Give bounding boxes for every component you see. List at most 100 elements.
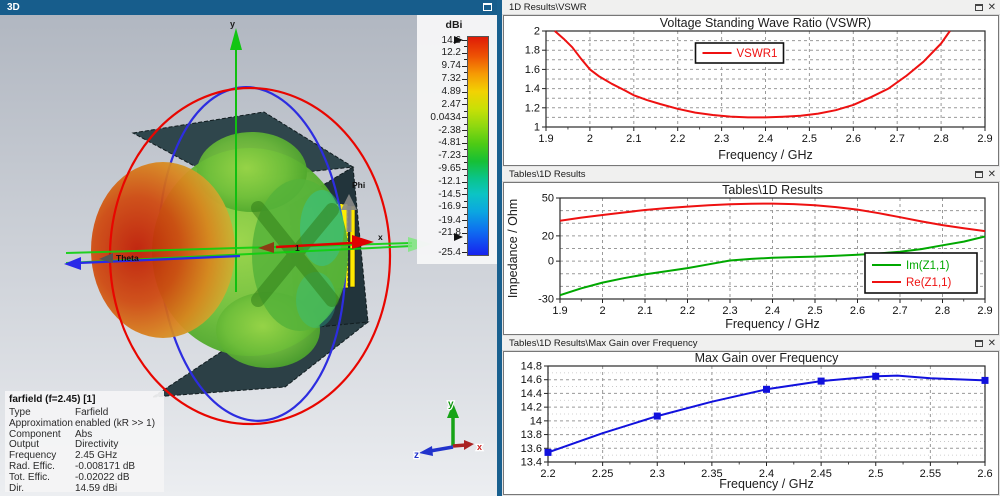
y-tick-label: 14.8 [521,361,542,373]
farfield-info-row: Rad. Effic. -0.008171 dB [9,460,136,472]
widget-x-arrow-icon [464,440,474,450]
plot-frame [559,197,986,300]
maximize-icon[interactable] [974,4,983,11]
colorbar-tick [462,168,467,170]
panel-impedance: Tables\1D Results ✕ 1.9 2 2.1 2.2 2.3 2.4 2.5 2… [502,167,1000,336]
farfield-info-row: Frequency 2.45 GHz [9,450,118,462]
y-tick-label: 13.8 [521,429,542,441]
maximize-icon[interactable] [483,3,492,11]
colorbar-minor-tick [464,85,467,86]
x-tick-label: 2.1 [637,305,652,317]
maxgain-chart[interactable]: 2.2 2.25 2.3 2.35 2.4 2.45 2.5 2.55 2.6 13.4 13.6 1… [503,351,999,495]
colorbar-range-marker-icon[interactable] [454,36,463,44]
panel-vswr-tab[interactable]: 1D Results\VSWR ✕ [502,0,1000,15]
data-point-marker [763,385,770,393]
x-tick-label: 2.6 [977,468,992,480]
widget-y-arrow-icon [447,403,459,418]
colorbar-minor-tick [464,46,467,48]
colorbar-minor-tick [464,175,467,176]
colorbar-minor-tick [464,97,467,99]
widget-x-axis [452,443,467,448]
x-tick-label: 2.6 [850,305,865,317]
x-axis-line [275,241,353,249]
panel-maxgain-tab[interactable]: Tables\1D Results\Max Gain over Frequenc… [502,336,1000,351]
x-tick-label: 2.8 [933,133,948,145]
plot-frame [545,30,986,128]
chart-title: Tables\1D Results [722,183,823,197]
legend-box [694,42,785,64]
maximize-icon[interactable] [974,340,983,347]
y-tick-label: 13.6 [521,443,542,455]
colorbar-tick [462,65,467,67]
maximize-icon[interactable] [974,171,983,178]
y-tick-label: 50 [542,193,554,205]
widget-z-arrow-icon [419,446,433,456]
colorbar-range-marker-icon[interactable] [454,233,463,242]
port-label: 1 [295,243,300,253]
widget-z-axis [429,445,454,453]
impedance-chart-svg[interactable]: 1.9 2 2.1 2.2 2.3 2.4 2.5 2.6 2.7 2.8 2.9 50 20 0 -30 T… [504,183,998,334]
colorbar-minor-tick [464,136,467,138]
x-tick-label: 2.1 [626,133,641,145]
colorbar-unit-label: dBi [445,19,463,31]
colorbar-tick [462,194,467,196]
3d-panel-titlebar[interactable]: 3D [0,0,497,15]
x-tick-label: 2.9 [977,305,992,317]
farfield-info-row: Output Directivity [9,439,119,451]
colorbar-minor-tick [464,110,467,112]
x-tick-label: 2.4 [758,133,773,145]
x-axis-label: x [378,232,383,242]
colorbar-tick-label: 2.47 [441,98,461,110]
colorbar-minor-tick [464,200,467,202]
3d-panel-title: 3D [7,2,20,13]
close-icon[interactable]: ✕ [987,337,996,349]
farfield-info-row: Approximation enabled (kR >> 1) [9,417,156,429]
series-Im(Z1,1) [560,235,985,297]
x-tick-label: 2.4 [759,468,774,480]
axis-widget[interactable]: y z x [413,398,484,463]
z-axis-line [77,254,241,265]
data-point-marker [981,376,989,384]
maxgain-chart-svg[interactable]: 2.2 2.25 2.3 2.35 2.4 2.45 2.5 2.55 2.6 13.4 13.6 1… [504,352,998,494]
farfield-pattern[interactable] [91,132,348,368]
x-tick-label: 2.5 [868,468,883,480]
farfield-info-row: Component Abs [9,428,93,440]
colorbar-tick-label: 0.0434 [430,111,461,123]
pattern-null-cross [251,201,339,307]
farfield-info-row: Tot. Effic. -0.02022 dB [9,471,130,483]
colorbar-tick-label: -16.9 [438,201,461,213]
vswr-chart[interactable]: 1.9 2 2.1 2.2 2.3 2.4 2.5 2.6 2.7 2.8 2.9 1 1.2 1.4 1.… [503,15,999,166]
y-tick-label: 1.4 [525,83,540,95]
impedance-chart[interactable]: 1.9 2 2.1 2.2 2.3 2.4 2.5 2.6 2.7 2.8 2.9 50 20 0 -30 T… [503,182,999,335]
x-tick-label: 1.9 [538,133,553,145]
x-tick-label: 2.2 [540,468,555,480]
x-axis-title: Frequency / GHz [718,148,812,162]
panel-divider[interactable] [497,0,502,496]
y-tick-label: 2 [534,26,540,38]
data-point-marker [817,377,825,385]
panel-impedance-tab[interactable]: Tables\1D Results ✕ [502,167,1000,182]
colorbar-minor-tick [464,123,467,125]
panel-maxgain-tab-label: Tables\1D Results\Max Gain over Frequenc… [509,338,698,349]
close-icon[interactable]: ✕ [987,168,996,180]
colorbar-tick-label: 14.6 [441,34,461,46]
close-icon[interactable]: ✕ [987,1,996,13]
legend-entry-label: Im(Z1,1) [906,260,950,272]
colorbar-minor-tick [464,162,467,164]
colorbar-tick-label: -21.8 [438,227,461,239]
colorbar-tick [462,52,467,54]
x-tick-label: 2.5 [802,133,817,145]
colorbar-tick-label: -4.81 [438,137,461,149]
colorbar-tick-label: -19.4 [438,214,461,226]
colorbar-tick [462,40,467,41]
panel-vswr-tab-label: 1D Results\VSWR [509,2,587,13]
panel-vswr: 1D Results\VSWR ✕ 1.9 2 2.1 2.2 2.3 2.4 2.5 2.6… [502,0,1000,167]
colorbar-tick-label: -7.23 [438,150,461,162]
colorbar-tick [462,78,467,80]
x-tick-label: 2.3 [722,305,737,317]
chart-title: Voltage Standing Wave Ratio (VSWR) [660,16,871,30]
vswr-chart-svg[interactable]: 1.9 2 2.1 2.2 2.3 2.4 2.5 2.6 2.7 2.8 2.9 1 1.2 1.4 1.… [504,16,998,165]
y-tick-label: 14.2 [521,402,542,414]
data-point-marker [872,372,880,380]
